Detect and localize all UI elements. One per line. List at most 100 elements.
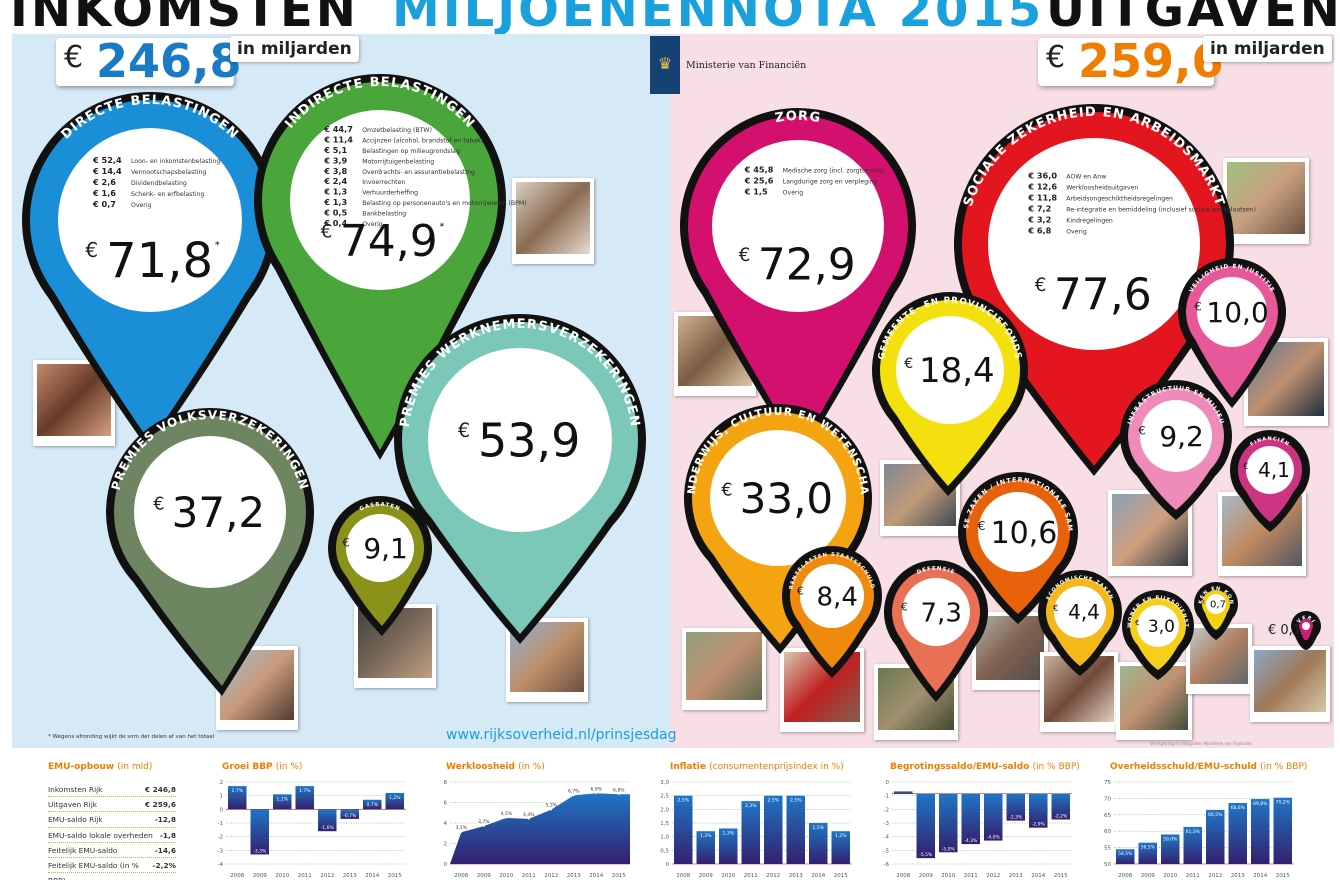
pin-circle bbox=[988, 138, 1200, 350]
pin-line-amount: € 1,3 bbox=[323, 197, 347, 207]
bar bbox=[809, 823, 828, 864]
x-tick-label: 2013 bbox=[1009, 873, 1023, 879]
pin-line-label: Overig bbox=[362, 221, 383, 228]
pin-value: 77,6 bbox=[1054, 270, 1152, 321]
chart-unit: (in %) bbox=[275, 762, 303, 772]
y-tick-label: -4 bbox=[218, 862, 224, 868]
chart-title: Groei BBP (in %) bbox=[222, 762, 303, 772]
pin-circle bbox=[290, 110, 470, 290]
data-label: 1,2% bbox=[700, 833, 712, 839]
bar bbox=[696, 831, 715, 864]
header-income-title: INKOMSTEN bbox=[10, 0, 359, 38]
pin-circle bbox=[134, 436, 286, 588]
pin-asterisk: * bbox=[439, 221, 444, 232]
pin-currency: € bbox=[721, 480, 732, 500]
pin-line-label: Schenk- en erfbelasting bbox=[131, 191, 205, 198]
x-tick-label: 2011 bbox=[744, 873, 758, 879]
website-link[interactable]: www.rijksoverheid.nl/prinsjesdag bbox=[446, 727, 677, 743]
x-tick-label: 2014 bbox=[589, 873, 603, 879]
y-tick-label: 75 bbox=[1104, 780, 1111, 786]
pin-line-amount: € 3,2 bbox=[1027, 214, 1051, 224]
data-label: 59,0% bbox=[1163, 836, 1178, 842]
data-label: 61,3% bbox=[1186, 829, 1201, 835]
emu-row: Feitelijk EMU-saldo -14,6 bbox=[48, 843, 176, 858]
pin-veiligheid-justitie: VEILIGHEID EN JUSTITIE€ 10,0 bbox=[1178, 258, 1286, 408]
pin-line-label: Langdurige zorg en verpleging bbox=[783, 179, 878, 186]
x-tick-label: 2013 bbox=[1231, 873, 1245, 879]
pin-line-amount: € 25,6 bbox=[744, 176, 774, 186]
pin-wonen-rijksdienst: WONEN EN RIJKSDIENST€ 3,0 bbox=[1122, 590, 1194, 680]
x-tick-label: 2013 bbox=[343, 873, 357, 879]
x-tick-label: 2014 bbox=[365, 873, 379, 879]
pin-line-amount: € 12,6 bbox=[1027, 181, 1057, 191]
pin-line-amount: € 52,4 bbox=[92, 155, 122, 165]
pin-rentelasten: RENTELASTEN STAATSSCHULD€ 8,4 bbox=[781, 546, 882, 678]
emu-row-value: € 246,8 bbox=[144, 785, 176, 794]
pin-currency: € bbox=[904, 356, 913, 372]
x-tick-label: 2013 bbox=[789, 873, 803, 879]
pin-line-amount: € 36,0 bbox=[1027, 170, 1057, 180]
x-tick-label: 2012 bbox=[544, 873, 558, 879]
pin-line-amount: € 1,6 bbox=[92, 188, 116, 198]
x-tick-label: 2010 bbox=[499, 873, 513, 879]
x-tick-label: 2015 bbox=[612, 873, 626, 879]
data-label: 0,2% bbox=[898, 793, 910, 799]
x-tick-label: 2010 bbox=[275, 873, 289, 879]
x-tick-label: 2012 bbox=[1208, 873, 1222, 879]
pin-line-amount: € 3,9 bbox=[323, 155, 347, 165]
y-tick-label: -2 bbox=[218, 835, 223, 841]
pin-line-label: Bankbelasting bbox=[362, 210, 406, 217]
data-point bbox=[572, 794, 575, 797]
x-tick-label: 2011 bbox=[298, 873, 312, 879]
header-spending-title: UITGAVEN bbox=[1046, 0, 1340, 38]
y-tick-label: -4 bbox=[884, 835, 890, 841]
data-label: -5,0% bbox=[942, 846, 956, 852]
pin-line-label: Accijnzen (alcohol, brandstof en tabak) bbox=[362, 138, 483, 145]
bar bbox=[1138, 842, 1157, 864]
photo bbox=[512, 178, 594, 264]
data-label: 1,2% bbox=[389, 795, 401, 801]
x-tick-label: 2009 bbox=[253, 873, 267, 879]
bar bbox=[318, 809, 337, 832]
pin-premies-volksverzekeringen: PREMIES VOLKSVERZEKERINGEN€ 37,2 bbox=[106, 408, 315, 696]
x-tick-label: 2012 bbox=[986, 873, 1000, 879]
pin-line-label: Overig bbox=[1066, 228, 1087, 235]
data-point bbox=[527, 818, 530, 820]
data-label: 0,7% bbox=[367, 802, 379, 808]
pin-currency: € bbox=[978, 518, 986, 533]
y-tick-label: 3,0 bbox=[660, 780, 669, 786]
bar bbox=[273, 794, 292, 810]
header-main-title: MILJOENENNOTA 2015 bbox=[392, 0, 1045, 38]
pin-line-label: AOW en Anw bbox=[1066, 173, 1106, 180]
data-label: 6,9% bbox=[591, 786, 603, 792]
bar bbox=[786, 795, 805, 864]
x-tick-label: 2010 bbox=[1163, 873, 1177, 879]
x-tick-label: 2012 bbox=[766, 873, 780, 879]
photo bbox=[1223, 158, 1309, 244]
pin-currency: € bbox=[1035, 275, 1047, 296]
x-tick-label: 2014 bbox=[1031, 873, 1045, 879]
spending-unit: in miljarden bbox=[1203, 36, 1332, 62]
chart-unit: (in % BBP) bbox=[1032, 762, 1080, 772]
pin-value: 9,1 bbox=[363, 532, 408, 565]
data-label: 2,5% bbox=[678, 798, 690, 804]
bar bbox=[1116, 849, 1135, 864]
y-tick-label: 65 bbox=[1104, 813, 1111, 819]
area-series bbox=[450, 793, 630, 864]
pin-line-amount: € 0,7 bbox=[92, 199, 116, 209]
photo bbox=[972, 612, 1048, 690]
y-tick-label: 0 bbox=[444, 862, 448, 868]
x-tick-label: 2015 bbox=[388, 873, 402, 879]
ministry-logo: ♛ Ministerie van Financiën bbox=[650, 36, 806, 94]
data-label: 4,4% bbox=[523, 812, 535, 818]
x-tick-label: 2011 bbox=[1186, 873, 1200, 879]
pin-circle bbox=[1206, 594, 1226, 614]
unemployment-chart: 8 6 4 2 0 3,1% 3,7% 4,5% 4,4% 5,3% 6,7% 6,9% 6,8% 200… bbox=[444, 780, 630, 879]
pin-circle bbox=[1137, 605, 1179, 647]
chart-title: Inflatie (consumentenprijsindex in %) bbox=[670, 762, 844, 772]
emu-row-label: Feitelijk EMU-saldo bbox=[48, 845, 118, 855]
bar bbox=[719, 828, 738, 864]
data-point bbox=[460, 831, 463, 834]
income-total-box: € 246,8 bbox=[56, 34, 242, 88]
emu-row: EMU-saldo Rijk -12,8 bbox=[48, 812, 176, 828]
